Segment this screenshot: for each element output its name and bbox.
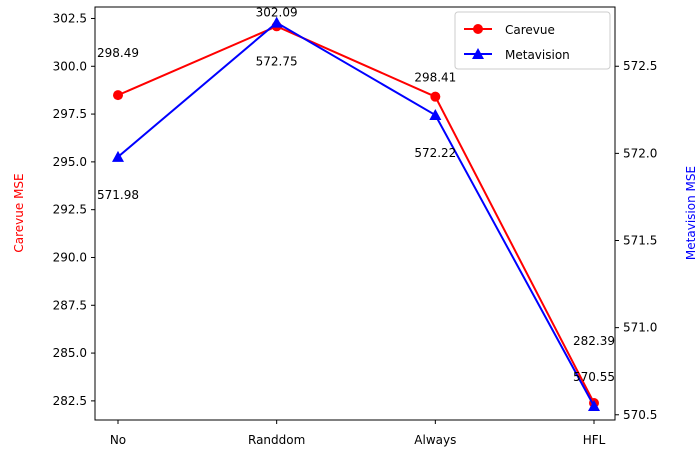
left-tick-label: 297.5	[53, 107, 87, 121]
x-tick-label: Randdom	[248, 433, 305, 447]
data-label-metavision: 571.98	[97, 188, 139, 202]
left-tick-label: 300.0	[53, 59, 87, 73]
x-tick-label: No	[110, 433, 126, 447]
series-layer	[112, 16, 600, 412]
data-label-carevue: 302.09	[256, 5, 298, 19]
right-axis-title: Metavision MSE	[684, 166, 698, 260]
right-tick-label: 570.5	[623, 408, 657, 422]
data-labels: 298.49 302.09 298.41 282.39 571.98 572.75 572.…	[97, 5, 615, 384]
series-line-metavision	[117, 21, 595, 407]
legend-carevue-marker	[473, 24, 483, 34]
legend: Carevue Metavision	[454, 11, 611, 70]
right-tick-label: 571.5	[623, 234, 657, 248]
right-tick-label: 571.0	[623, 321, 657, 335]
data-point-metavision	[270, 16, 283, 28]
legend-carevue-label: Carevue	[505, 23, 555, 37]
left-axis-title: Carevue MSE	[12, 173, 26, 252]
left-tick-label: 295.0	[53, 155, 87, 169]
data-label-metavision: 572.75	[256, 55, 298, 69]
data-label-carevue: 298.41	[414, 71, 456, 85]
legend-metavision-label: Metavision	[505, 48, 570, 62]
left-axis-ticks: 282.5 285.0 287.5 290.0 292.5 295.0 297.5 300.0…	[53, 11, 95, 408]
data-label-metavision: 570.55	[573, 370, 615, 384]
data-point-carevue	[430, 91, 441, 102]
data-label-carevue: 282.39	[573, 334, 615, 348]
data-label-metavision: 572.22	[414, 146, 456, 160]
legend-box	[454, 11, 611, 70]
series-line-carevue	[117, 25, 595, 404]
left-tick-label: 302.5	[53, 11, 87, 25]
data-label-carevue: 298.49	[97, 46, 139, 60]
right-tick-label: 572.0	[623, 146, 657, 160]
legend-metavision-marker	[472, 48, 484, 59]
data-point-metavision	[588, 400, 600, 412]
right-axis-ticks: 570.5 571.0 571.5 572.0 572.5	[615, 59, 657, 422]
left-tick-label: 292.5	[53, 203, 87, 217]
data-point-metavision	[429, 109, 442, 121]
plot-area	[94, 6, 616, 421]
right-tick-label: 572.5	[623, 59, 657, 73]
x-axis-ticks: No Randdom Always HFL	[110, 420, 606, 447]
left-tick-label: 290.0	[53, 250, 87, 264]
data-point-metavision	[112, 150, 124, 162]
left-tick-label: 287.5	[53, 298, 87, 312]
left-tick-label: 285.0	[53, 346, 87, 360]
data-point-carevue	[113, 90, 123, 101]
x-tick-label: Always	[414, 433, 456, 447]
left-tick-label: 282.5	[53, 394, 87, 408]
x-tick-label: HFL	[583, 433, 606, 447]
